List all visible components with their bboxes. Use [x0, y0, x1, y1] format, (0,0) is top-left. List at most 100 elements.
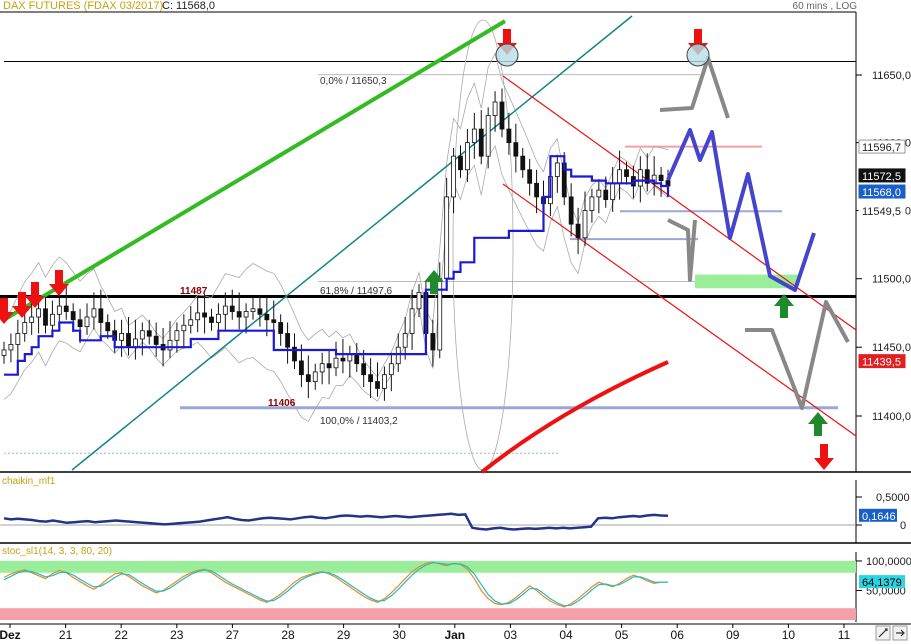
candle-body: [568, 196, 574, 225]
stochastic-tick-label: 100,0000: [866, 556, 911, 568]
time-tick-label: 03: [504, 628, 518, 642]
price-tick-label: 11450,0: [872, 342, 911, 354]
candle-body: [8, 344, 14, 351]
buy-arrow-icon: [808, 412, 828, 436]
stochastic-badge-box: [859, 575, 905, 589]
candle-body: [409, 308, 415, 334]
candle-body: [492, 101, 498, 116]
candle-body: [146, 330, 152, 337]
red-rising-average: [480, 360, 669, 474]
price-badge-label: 11572,5: [862, 171, 901, 183]
time-tick-label: 06: [671, 628, 685, 642]
candle-body: [139, 330, 145, 340]
stochastic-panel: stoc_sl1(14, 3, 3, 80, 20) 100,0000 50,00…: [0, 546, 911, 620]
candle-body: [305, 374, 311, 382]
chaikin-panel: chaikin_mf1 0,5000 0 0,1646: [0, 476, 910, 532]
candle-body: [222, 305, 228, 315]
candle-body: [430, 333, 436, 351]
chaikin-line: [3, 512, 669, 531]
pivot-circle-marker: [495, 43, 519, 67]
price-badge-label: 11439,5: [862, 357, 901, 369]
time-tick-label: 28: [281, 628, 295, 642]
price-tick-label: 11400,0: [872, 411, 911, 423]
candle-body: [610, 182, 616, 201]
candle-body: [105, 322, 111, 332]
candle-body: [589, 196, 595, 211]
price-annotation: 61,8% / 11497,6: [320, 286, 393, 297]
buy-arrow-icon: [424, 270, 444, 294]
candle-body: [617, 169, 622, 184]
stochastic-zone: [0, 608, 856, 620]
candle-body: [637, 169, 643, 187]
candle-body: [299, 360, 304, 376]
blue-step-line: [4, 155, 670, 376]
stochastic-line: [3, 561, 668, 608]
candle-body: [534, 182, 539, 198]
projection-blue-path: [666, 128, 816, 292]
candle-body: [243, 311, 249, 318]
candle-body: [520, 155, 526, 171]
candle-body: [285, 333, 290, 348]
price-badge-box: [858, 139, 906, 154]
candle-body: [382, 374, 387, 389]
teal-channel-line: [71, 15, 633, 471]
projection-gray-mid: [667, 218, 697, 282]
price-badge: 11439,5: [858, 354, 906, 369]
time-tick-label: 10: [782, 628, 796, 642]
candle-body: [485, 115, 491, 157]
chaikin-value-badge: 0,1646: [859, 508, 897, 523]
price-panel: 11487 11406 0,0% / 11650,3 61,8% / 11497,6 1…: [0, 15, 911, 474]
price-annotation: 100,0% / 11403,2: [320, 416, 398, 427]
candle-body: [333, 357, 339, 369]
candle-body: [444, 196, 450, 280]
candle-body: [63, 305, 69, 312]
candle-body: [250, 308, 256, 312]
candle-body: [271, 319, 277, 323]
stochastic-value-badge: 64,1379: [859, 575, 905, 589]
price-badge: 11572,5: [858, 168, 906, 183]
price-badge-box: [858, 354, 906, 369]
candle-body: [319, 363, 325, 373]
time-axis: Dez 21 22 23 27 28 29 30 Jan 03 04 05 06 09 10 11: [0, 624, 851, 642]
candle-body: [70, 311, 76, 321]
buy-arrow-icon: [774, 294, 794, 318]
time-tick-label: 23: [170, 628, 184, 642]
bollinger-upper-band: [3, 52, 669, 378]
candle-body: [361, 363, 367, 376]
candle-body: [506, 128, 512, 144]
candle-body: [167, 339, 173, 351]
price-badge-box: [858, 203, 906, 218]
candle-body: [50, 313, 55, 326]
price-tick-label: 11650,0: [872, 70, 911, 82]
price-badge: 11549,5: [858, 203, 906, 218]
price-badge-label: 11549,5: [862, 206, 901, 218]
price-tick-label: 11500,0: [872, 274, 911, 286]
chaikin-badge-box: [859, 508, 897, 522]
sell-arrow-icon: [0, 298, 14, 324]
time-tick-label: 22: [115, 628, 129, 642]
candle-body: [624, 169, 629, 177]
candle-body: [36, 308, 41, 318]
candle-body: [1, 349, 7, 356]
candle-body: [236, 311, 242, 318]
chaikin-tick-label: 0,5000: [876, 492, 910, 504]
candle-body: [126, 333, 131, 348]
sell-arrow-icon: [49, 270, 69, 296]
candle-body: [91, 308, 97, 318]
chart-tool-icon[interactable]: [875, 625, 891, 641]
candle-body: [216, 313, 221, 323]
candle-body: [375, 381, 380, 389]
candle-body: [458, 155, 463, 171]
candle-body: [513, 142, 519, 157]
candle-body: [326, 363, 332, 369]
time-tick-label: Jan: [444, 628, 465, 642]
candle-body: [465, 142, 470, 171]
candle-body: [229, 305, 235, 312]
candle-body: [499, 101, 505, 130]
candle-body: [181, 324, 187, 332]
time-tick-label: 11: [838, 628, 851, 642]
chart-scroll-icon[interactable]: [892, 625, 908, 641]
price-annotation: 11406: [268, 398, 296, 409]
